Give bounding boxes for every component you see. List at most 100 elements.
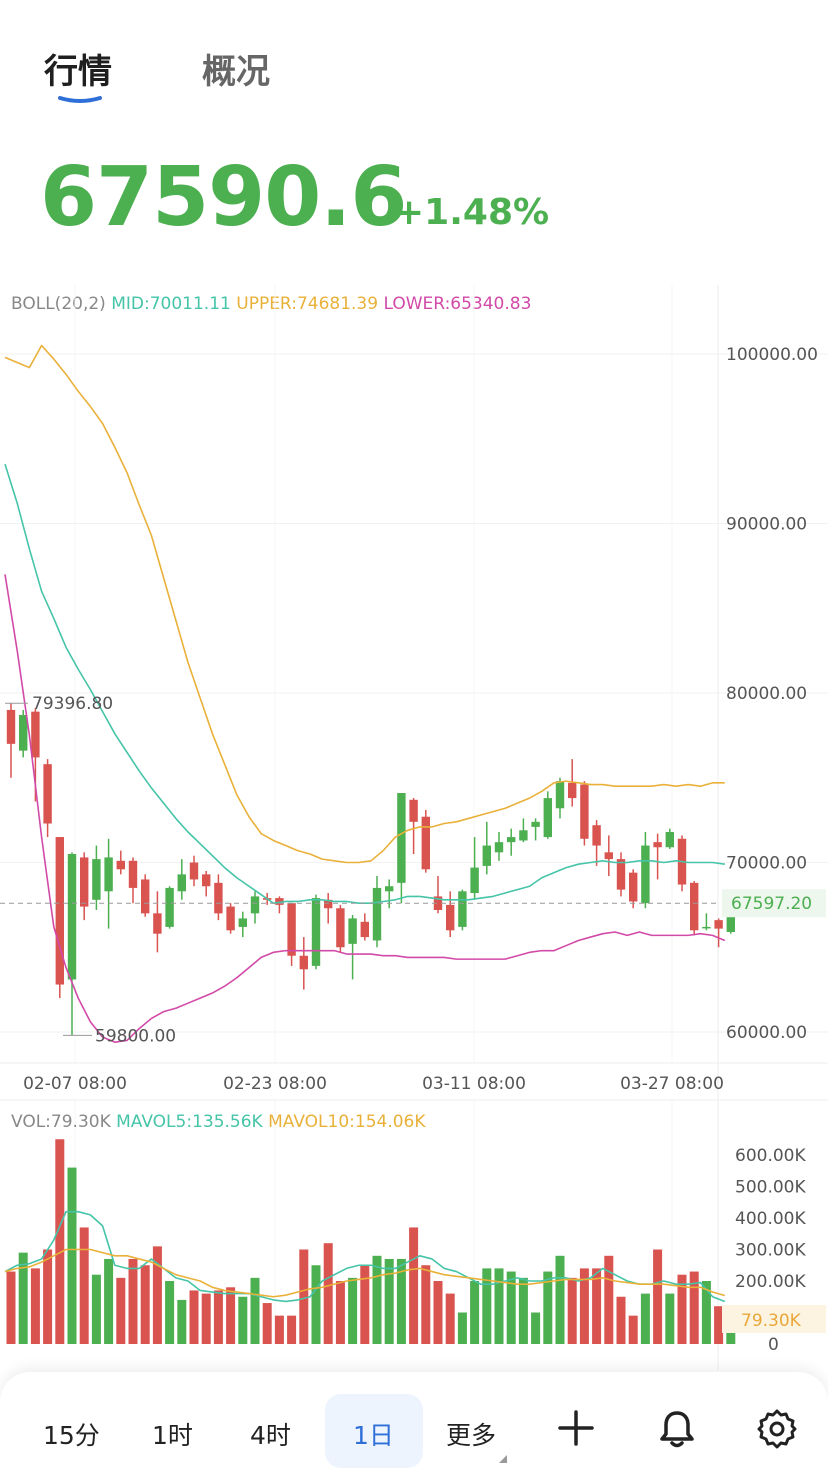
- candle-body: [568, 782, 577, 799]
- volume-bar: [494, 1268, 504, 1344]
- volume-bar: [213, 1290, 223, 1344]
- candle-body: [555, 781, 565, 809]
- candle-body: [702, 926, 711, 929]
- candle-body: [714, 920, 723, 929]
- boll-upper-value: UPPER:74681.39: [236, 294, 379, 314]
- volume-bar: [299, 1249, 309, 1344]
- price-axis-label: 70000.00: [726, 854, 807, 874]
- x-axis-label: 02-07 08:00: [23, 1074, 127, 1094]
- volume-bar: [677, 1274, 687, 1344]
- interval-4h-button[interactable]: 4时: [250, 1421, 291, 1450]
- volume-bar: [274, 1315, 284, 1344]
- volume-bar: [604, 1255, 614, 1344]
- price-axis-label: 80000.00: [726, 684, 807, 704]
- candle-body: [385, 886, 394, 892]
- volume-bar: [592, 1268, 602, 1344]
- volume-bar: [372, 1255, 382, 1344]
- candle-body: [153, 913, 162, 934]
- tab-active-indicator: [58, 96, 102, 103]
- candle-body: [226, 906, 235, 931]
- boll-legend: BOLL(20,2) MID:70011.11 UPPER:74681.39 L…: [11, 294, 531, 314]
- candle-body: [324, 899, 333, 909]
- candle-body: [726, 903, 735, 932]
- interval-more-button[interactable]: 更多: [446, 1421, 497, 1450]
- volume-bar: [79, 1227, 89, 1344]
- candle-body: [421, 816, 430, 870]
- x-axis-label: 02-23 08:00: [223, 1074, 327, 1094]
- candle-body: [360, 921, 369, 938]
- volume-bar: [177, 1299, 187, 1344]
- volume-axis-label: 400.00K: [735, 1209, 806, 1229]
- mavol5-line: [4, 1210, 726, 1303]
- volume-bar: [55, 1139, 65, 1344]
- volume-axis-label: 500.00K: [735, 1178, 806, 1198]
- more-dropdown-corner-icon: [499, 1455, 507, 1463]
- candle-body: [189, 862, 199, 880]
- volume-bar: [445, 1293, 455, 1344]
- volume-bar: [67, 1167, 77, 1344]
- candle-body: [592, 825, 601, 846]
- volume-bar: [396, 1258, 406, 1344]
- volume-axis-label: 600.00K: [735, 1146, 806, 1166]
- volume-bar: [714, 1306, 724, 1344]
- interval-15m-button[interactable]: 15分: [43, 1421, 100, 1450]
- candle-body: [177, 874, 186, 892]
- candle-body: [238, 918, 247, 927]
- volume-bar: [689, 1271, 699, 1344]
- candle-body: [80, 857, 89, 907]
- current-volume-tag-bg: [722, 1305, 826, 1333]
- tab-overview[interactable]: 概况: [202, 52, 270, 92]
- volume-bar: [189, 1290, 199, 1344]
- candle-body: [104, 857, 113, 892]
- candle-body: [92, 859, 101, 900]
- volume-bar: [518, 1277, 528, 1344]
- candle-body: [641, 845, 650, 904]
- boll-upper-line: [4, 344, 725, 864]
- x-axis-label: 03-11 08:00: [422, 1074, 526, 1094]
- candle-body: [128, 860, 138, 888]
- low-annotation: 59800.00: [95, 1026, 176, 1046]
- boll-mid-value: MID:70011.11: [111, 294, 231, 314]
- x-axis-label: 03-27 08:00: [620, 1074, 724, 1094]
- plus-icon[interactable]: [556, 1408, 596, 1448]
- candle-body: [336, 908, 345, 948]
- candle-body: [482, 845, 491, 866]
- volume-bar: [18, 1252, 28, 1344]
- candle-body: [653, 842, 662, 848]
- vol-value: VOL:79.30K: [11, 1112, 111, 1132]
- volume-bar: [30, 1268, 40, 1344]
- tab-market[interactable]: 行情: [44, 52, 112, 92]
- interval-1d-button[interactable]: 1日: [353, 1421, 394, 1450]
- candle-body: [397, 793, 406, 883]
- boll-lower-line: [4, 574, 726, 1043]
- volume-bar: [421, 1265, 431, 1344]
- candle-body: [531, 821, 540, 827]
- candle-body: [433, 896, 443, 910]
- volume-bar: [665, 1293, 675, 1344]
- volume-bar: [238, 1296, 248, 1344]
- mavol10-value: MAVOL10:154.06K: [268, 1112, 426, 1132]
- interval-1h-button[interactable]: 1时: [152, 1421, 193, 1450]
- gear-icon[interactable]: [756, 1408, 798, 1450]
- price-axis-label: 100000.00: [726, 345, 818, 365]
- volume-bar: [640, 1293, 650, 1344]
- candle-body: [141, 879, 150, 914]
- candle-body: [470, 867, 479, 894]
- bell-icon[interactable]: [656, 1408, 698, 1450]
- interval-active-highlight: [325, 1394, 423, 1468]
- candle-body: [409, 799, 418, 822]
- candle-body: [43, 764, 52, 824]
- volume-bar: [335, 1281, 345, 1344]
- kline-chart[interactable]: 100000.00 90000.00 80000.00 70000.00 60000.0…: [0, 0, 828, 1370]
- volume-bar: [323, 1243, 333, 1344]
- mavol10-line: [4, 1248, 726, 1298]
- candle-body: [116, 860, 125, 870]
- candle-body: [690, 882, 699, 931]
- candle-body: [348, 918, 357, 944]
- volume-bar: [6, 1271, 16, 1344]
- volume-bars: [6, 1139, 736, 1344]
- candle-body: [67, 854, 77, 980]
- candle-body: [458, 891, 467, 927]
- candle-body: [275, 898, 284, 905]
- volume-bar: [384, 1258, 394, 1344]
